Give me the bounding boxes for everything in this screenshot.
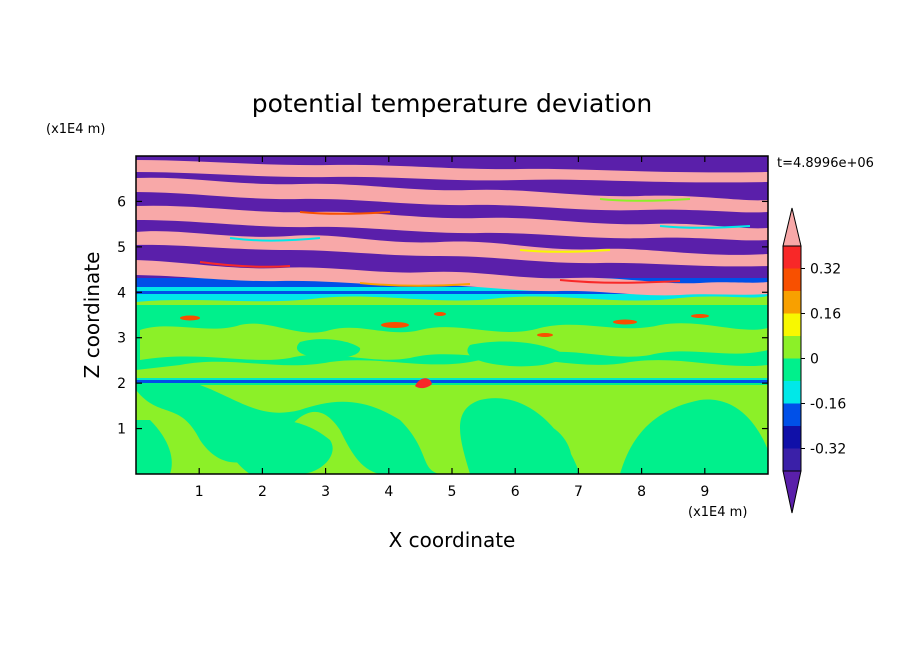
interface-spot (415, 378, 432, 389)
y-tick-label: 3 (117, 331, 126, 347)
x-tick-label: 8 (637, 484, 646, 500)
y-tick-label: 5 (117, 240, 126, 256)
colorbar-segment (783, 381, 801, 404)
middle-blob-2 (296, 339, 361, 359)
x-tick-label: 9 (700, 484, 709, 500)
band-transition (136, 296, 768, 305)
interface-highlight (136, 378, 768, 380)
chart-title: potential temperature deviation (252, 89, 652, 118)
colorbar-segment (783, 268, 801, 291)
middle-blob-1 (467, 341, 562, 367)
y-axis: 1 2 3 4 5 6 (117, 194, 768, 438)
colorbar-segment (783, 448, 801, 471)
time-label: t=4.8996e+06 (777, 156, 874, 171)
colorbar-segment (783, 403, 801, 426)
y-tick-label: 1 (117, 422, 126, 438)
contour-field (136, 156, 768, 474)
middle-patch-1 (140, 323, 768, 360)
y-tick-label: 2 (117, 376, 126, 392)
x-tick-label: 6 (511, 484, 520, 500)
y-unit-label: (x1E4 m) (46, 122, 105, 137)
colorbar-min-triangle (782, 470, 802, 514)
colorbar-tick-label: -0.32 (810, 442, 846, 458)
colorbar-segment (783, 246, 801, 269)
x-tick-label: 4 (384, 484, 393, 500)
x-tick-label: 3 (321, 484, 330, 500)
x-unit-label: (x1E4 m) (688, 505, 747, 520)
colorbar-segment (783, 313, 801, 336)
x-axis: 1 2 3 4 5 6 7 8 9 (195, 156, 709, 500)
pink-band-5 (136, 160, 768, 183)
pink-band-3 (136, 205, 768, 241)
y-axis-title: Z coordinate (80, 252, 104, 379)
colorbar-segment (783, 426, 801, 449)
x-tick-label: 5 (448, 484, 457, 500)
colorbar-tick-label: 0 (810, 352, 819, 368)
x-tick-label: 2 (258, 484, 267, 500)
y-tick-label: 4 (117, 285, 126, 301)
x-tick-label: 7 (574, 484, 583, 500)
lower-plume-4 (493, 419, 571, 474)
colorbar-segment (783, 336, 801, 359)
interface-line (136, 380, 768, 383)
lower-plume-2 (200, 385, 768, 474)
pink-band-1 (136, 260, 768, 296)
middle-flecks (180, 312, 709, 337)
lower-plume-6 (136, 420, 172, 474)
lower-plume-3 (231, 419, 333, 474)
x-axis-title: X coordinate (389, 528, 516, 552)
x-tick-label: 1 (195, 484, 204, 500)
lower-plume-5 (643, 422, 716, 474)
pink-band-4 (136, 177, 768, 213)
colorbar-segment (783, 358, 801, 381)
middle-patch-2 (136, 358, 768, 378)
upper-fringes (199, 198, 751, 287)
colorbar-segment (783, 291, 801, 314)
colorbar-tick-label: 0.32 (810, 262, 841, 278)
colorbar: 0.32 0.16 0 -0.16 -0.32 (782, 207, 846, 514)
colorbar-max-triangle (782, 207, 802, 247)
y-tick-label: 6 (117, 194, 126, 210)
colorbar-tick-label: 0.16 (810, 307, 841, 323)
colorbar-tick-label: -0.16 (810, 397, 846, 413)
